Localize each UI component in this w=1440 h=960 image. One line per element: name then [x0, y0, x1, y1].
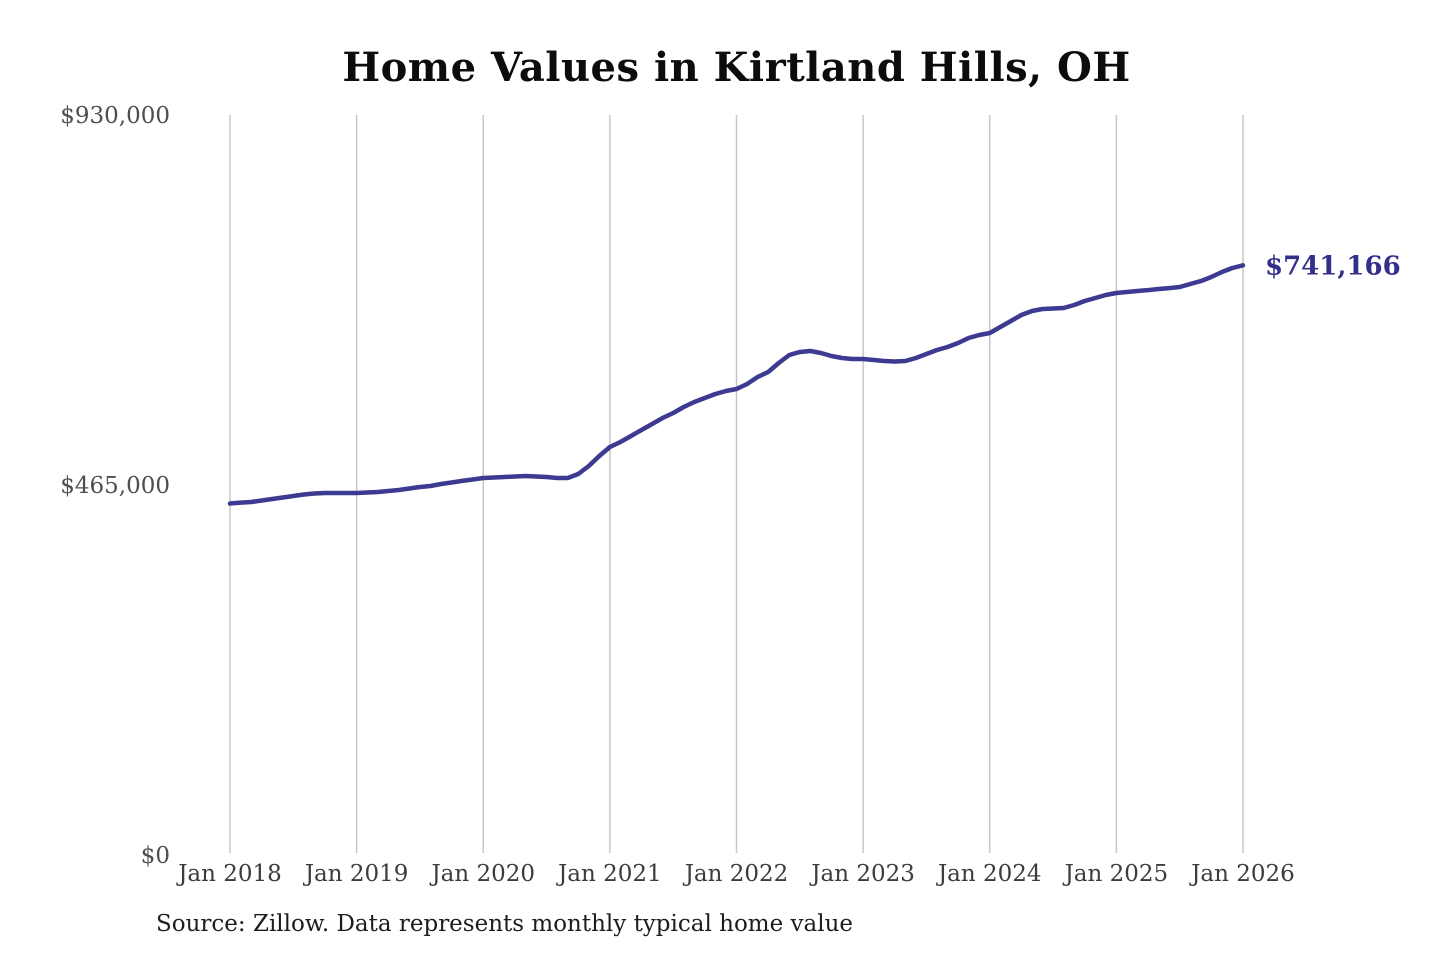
x-tick-label: Jan 2025 [1063, 861, 1169, 887]
chart-title: Home Values in Kirtland Hills, OH [342, 44, 1131, 91]
y-tick-label: $0 [141, 843, 170, 869]
x-tick-label: Jan 2020 [429, 861, 535, 887]
x-tick-label: Jan 2018 [176, 861, 282, 887]
x-tick-label: Jan 2019 [303, 861, 409, 887]
x-tick-label: Jan 2022 [683, 861, 789, 887]
home-value-line [227, 263, 1246, 506]
x-tick-label: Jan 2023 [809, 861, 915, 887]
x-tick-label: Jan 2021 [556, 861, 662, 887]
x-tick-label: Jan 2024 [936, 861, 1042, 887]
y-tick-label: $930,000 [60, 103, 170, 129]
y-tick-label: $465,000 [60, 473, 170, 499]
x-tick-label: Jan 2026 [1189, 861, 1295, 887]
source-note: Source: Zillow. Data represents monthly … [156, 911, 854, 937]
end-value-label: $741,166 [1265, 251, 1401, 281]
